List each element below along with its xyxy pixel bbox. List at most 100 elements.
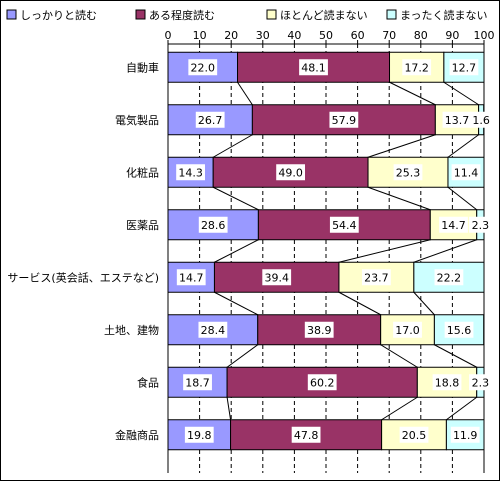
tick-label-90: 90 <box>445 29 459 42</box>
data-label-1-3: 17.2 <box>404 61 429 74</box>
series-line-7-3 <box>446 396 478 421</box>
data-label-bg-2-2 <box>329 111 359 128</box>
tick-label-40: 40 <box>287 29 301 42</box>
tick-label-70: 70 <box>382 29 396 42</box>
data-label-8-3: 20.5 <box>402 429 427 442</box>
bar-3-3 <box>367 156 449 188</box>
data-label-5-1: 14.7 <box>179 271 204 284</box>
series-line-7-2 <box>381 396 418 421</box>
bar-6-4 <box>433 314 485 346</box>
data-label-5-4: 22.2 <box>437 271 462 284</box>
series-line-7-1 <box>226 397 232 420</box>
legend-label-4: まったく読まない <box>400 8 488 22</box>
data-label-7-1: 18.7 <box>185 376 210 389</box>
data-label-bg-4-1 <box>198 216 228 233</box>
data-label-3-3: 25.3 <box>396 166 421 179</box>
tick-label-80: 80 <box>414 29 428 42</box>
data-label-6-2: 38.9 <box>307 324 332 337</box>
data-label-bg-5-1 <box>176 269 206 286</box>
tick-label-20: 20 <box>224 29 238 42</box>
tick-label-30: 30 <box>256 29 270 42</box>
data-label-bg-8-1 <box>184 426 214 443</box>
data-label-8-2: 47.8 <box>294 429 319 442</box>
category-label-6: 土地、建物 <box>104 323 159 337</box>
data-label-bg-6-1 <box>198 321 228 338</box>
series-line-2-1 <box>212 134 253 158</box>
series-line-1-2 <box>389 81 436 106</box>
category-label-5: サービス(英会話、エステなど) <box>7 270 159 284</box>
data-label-4-1: 28.6 <box>201 219 226 232</box>
data-label-bg-4-2 <box>329 216 359 233</box>
data-label-bg-7-1 <box>183 374 212 391</box>
legend-swatch-3 <box>266 9 277 20</box>
data-label-4-3: 14.7 <box>441 219 466 232</box>
category-label-2: 電気製品 <box>115 113 159 127</box>
category-label-4: 医薬品 <box>126 219 159 232</box>
series-line-1-1 <box>237 81 253 106</box>
data-label-6-4: 15.6 <box>447 324 472 337</box>
legend-label-1: しっかりと読む <box>20 8 97 22</box>
series-line-5-1 <box>214 291 258 316</box>
series-line-3-1 <box>212 186 259 211</box>
category-label-8: 金融商品 <box>115 428 159 442</box>
tick-label-100: 100 <box>474 29 495 42</box>
data-label-5-3: 23.7 <box>364 271 389 284</box>
data-label-bg-2-4 <box>469 111 493 128</box>
data-label-bg-1-1 <box>188 59 218 76</box>
data-label-1-1: 22.0 <box>191 61 216 74</box>
data-label-bg-8-2 <box>291 426 321 443</box>
tick-label-50: 50 <box>319 29 333 42</box>
data-label-bg-3-2 <box>276 164 306 181</box>
data-label-bg-2-1 <box>195 111 225 128</box>
legend-swatch-1 <box>6 9 17 20</box>
data-label-3-4: 11.4 <box>454 166 479 179</box>
bar-1-1 <box>167 51 239 83</box>
series-line-5-2 <box>338 291 381 316</box>
legend-swatch-2 <box>135 9 146 20</box>
data-label-5-2: 39.4 <box>264 271 289 284</box>
legend-label-2: ある程度読む <box>149 8 215 22</box>
series-line-3-3 <box>447 186 478 211</box>
series-line-6-2 <box>380 344 418 368</box>
bar-2-1 <box>167 104 253 136</box>
series-line-2-2 <box>367 134 436 158</box>
series-line-1-3 <box>443 81 479 106</box>
category-label-7: 食品 <box>137 375 159 389</box>
series-line-4-1 <box>214 239 259 263</box>
series-line-4-2 <box>338 239 431 263</box>
data-label-bg-3-1 <box>176 164 205 181</box>
data-label-bg-1-2 <box>299 59 328 76</box>
data-label-bg-7-2 <box>307 374 337 391</box>
data-label-bg-8-3 <box>399 426 429 443</box>
data-label-bg-1-3 <box>402 59 432 76</box>
series-line-4-3 <box>413 239 477 263</box>
data-label-4-4: 2.3 <box>472 219 490 232</box>
data-label-bg-8-4 <box>450 426 480 443</box>
bar-4-1 <box>167 209 259 241</box>
data-label-bg-7-3 <box>432 374 462 391</box>
data-label-7-3: 18.8 <box>435 376 460 389</box>
data-label-2-3: 13.7 <box>445 114 470 127</box>
data-label-bg-5-4 <box>434 269 464 286</box>
data-label-bg-5-3 <box>362 269 391 286</box>
data-label-7-4: 2.3 <box>472 376 490 389</box>
legend-swatch-4 <box>386 9 397 20</box>
data-label-bg-7-4 <box>469 374 492 391</box>
data-label-7-2: 60.2 <box>310 376 335 389</box>
data-label-1-2: 48.1 <box>301 61 326 74</box>
data-label-2-1: 26.7 <box>198 114 223 127</box>
tick-label-0: 0 <box>165 29 172 42</box>
data-label-bg-4-3 <box>439 216 468 233</box>
data-label-4-2: 54.4 <box>332 219 357 232</box>
data-label-bg-2-3 <box>442 111 472 128</box>
data-label-2-4: 1.6 <box>472 114 490 127</box>
data-label-3-1: 14.3 <box>178 166 203 179</box>
series-line-2-3 <box>447 134 479 158</box>
series-line-5-3 <box>413 291 435 316</box>
tick-label-10: 10 <box>193 29 207 42</box>
data-label-8-1: 19.8 <box>187 429 212 442</box>
data-label-bg-4-4 <box>469 216 492 233</box>
data-label-bg-3-3 <box>393 164 423 181</box>
series-line-3-2 <box>367 186 431 211</box>
